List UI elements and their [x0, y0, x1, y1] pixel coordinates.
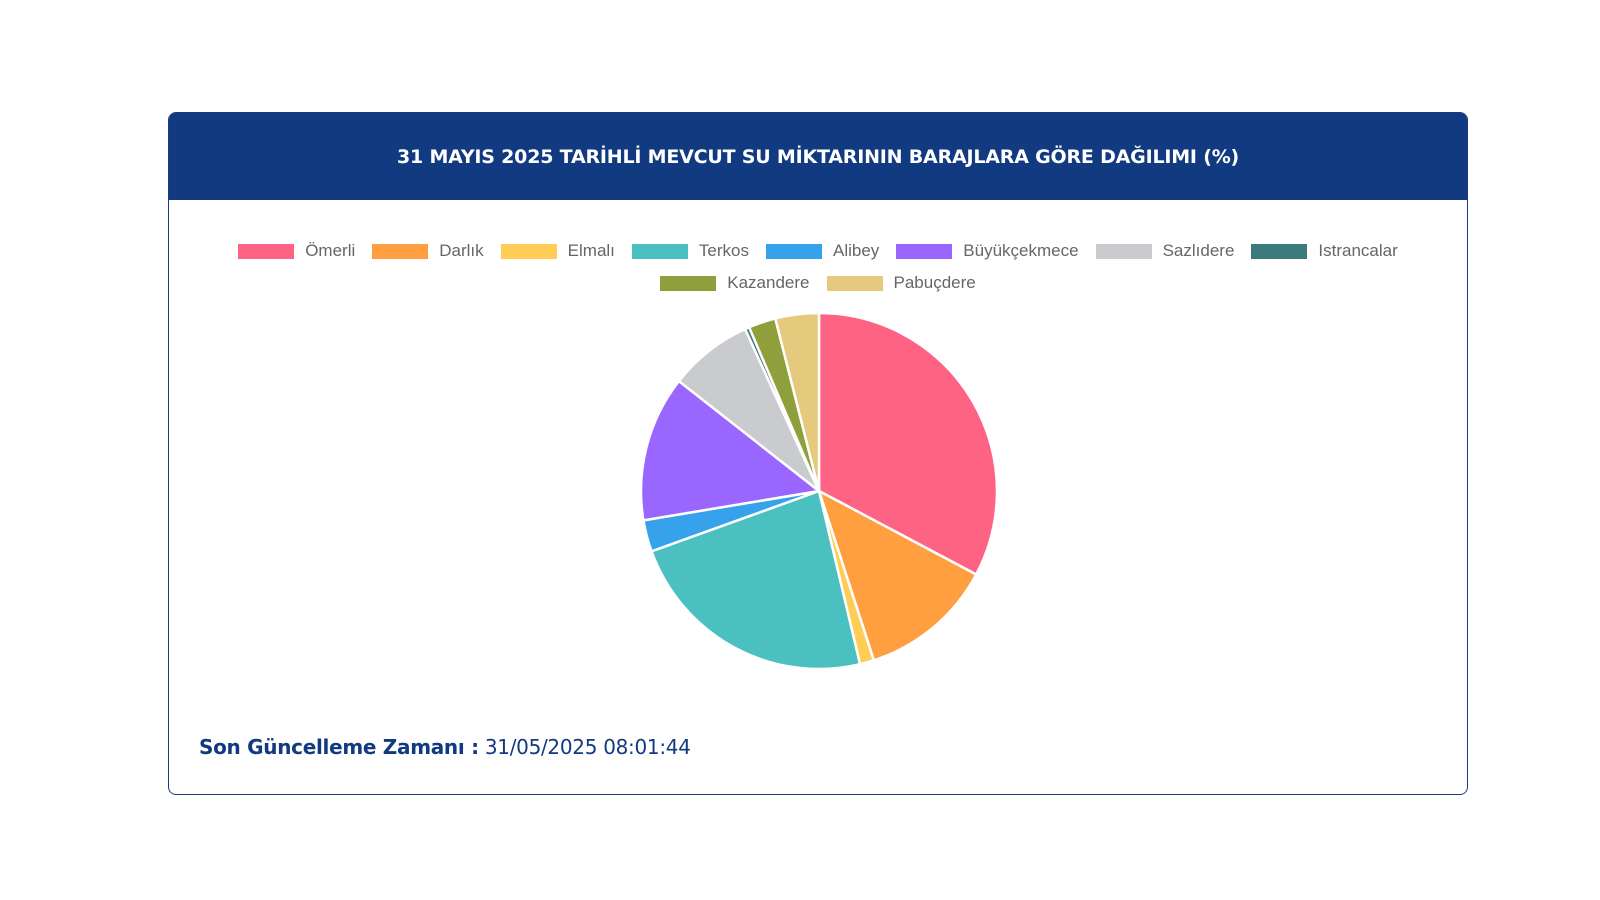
- last-update-label: Son Güncelleme Zamanı :: [199, 735, 479, 759]
- legend-swatch: [500, 243, 557, 259]
- chart-title: 31 MAYIS 2025 TARİHLİ MEVCUT SU MİKTARIN…: [396, 145, 1240, 168]
- legend-label: Darlık: [439, 241, 484, 260]
- legend-swatch: [896, 243, 953, 259]
- legend-item[interactable]: Kazandere: [660, 273, 810, 293]
- legend-label: Elmalı: [567, 241, 615, 260]
- last-update-value: 31/05/2025 08:01:44: [484, 735, 691, 759]
- pie-slice-pabuçdere[interactable]: [774, 311, 821, 493]
- legend-swatch: [238, 243, 295, 259]
- legend-item[interactable]: Pabuçdere: [826, 273, 976, 293]
- chart-legend: Ömerli Darlık Elmalı Terkos Alibey Büyükçekme…: [169, 241, 1467, 293]
- chart-title-bar: 31 MAYIS 2025 TARİHLİ MEVCUT SU MİKTARIN…: [169, 113, 1467, 200]
- legend-label: Terkos: [698, 241, 749, 260]
- pie-slice-darlık[interactable]: [817, 489, 978, 662]
- legend-item[interactable]: Elmalı: [500, 241, 615, 261]
- legend-label: Alibey: [832, 241, 880, 260]
- legend-swatch: [1251, 243, 1308, 259]
- legend-swatch: [660, 275, 717, 291]
- pie-slice-ömerli[interactable]: [817, 311, 999, 576]
- legend-swatch: [765, 243, 822, 259]
- legend-swatch: [631, 243, 688, 259]
- legend-swatch: [826, 275, 883, 291]
- legend-label: Kazandere: [727, 273, 810, 292]
- pie-slice-büyükçekmece[interactable]: [639, 379, 821, 522]
- legend-item[interactable]: Ömerli: [238, 241, 355, 261]
- legend-label: Ömerli: [305, 241, 356, 260]
- legend-label: Pabuçdere: [893, 273, 976, 292]
- chart-card: 31 MAYIS 2025 TARİHLİ MEVCUT SU MİKTARIN…: [168, 112, 1468, 795]
- legend-item[interactable]: Darlık: [372, 241, 484, 261]
- last-update: Son Güncelleme Zamanı : 31/05/2025 08:01…: [199, 735, 691, 759]
- legend-swatch: [372, 243, 429, 259]
- legend-label: Büyükçekmece: [963, 241, 1079, 260]
- legend-item[interactable]: Istrancalar: [1251, 241, 1398, 261]
- legend-item[interactable]: Büyükçekmece: [896, 241, 1079, 261]
- legend-item[interactable]: Terkos: [631, 241, 749, 261]
- legend-item[interactable]: Sazlıdere: [1095, 241, 1235, 261]
- legend-label: Istrancalar: [1318, 241, 1398, 260]
- legend-label: Sazlıdere: [1162, 241, 1235, 260]
- legend-swatch: [1095, 243, 1152, 259]
- pie-slice-terkos[interactable]: [650, 489, 862, 671]
- pie-chart: [639, 311, 999, 671]
- legend-item[interactable]: Alibey: [765, 241, 880, 261]
